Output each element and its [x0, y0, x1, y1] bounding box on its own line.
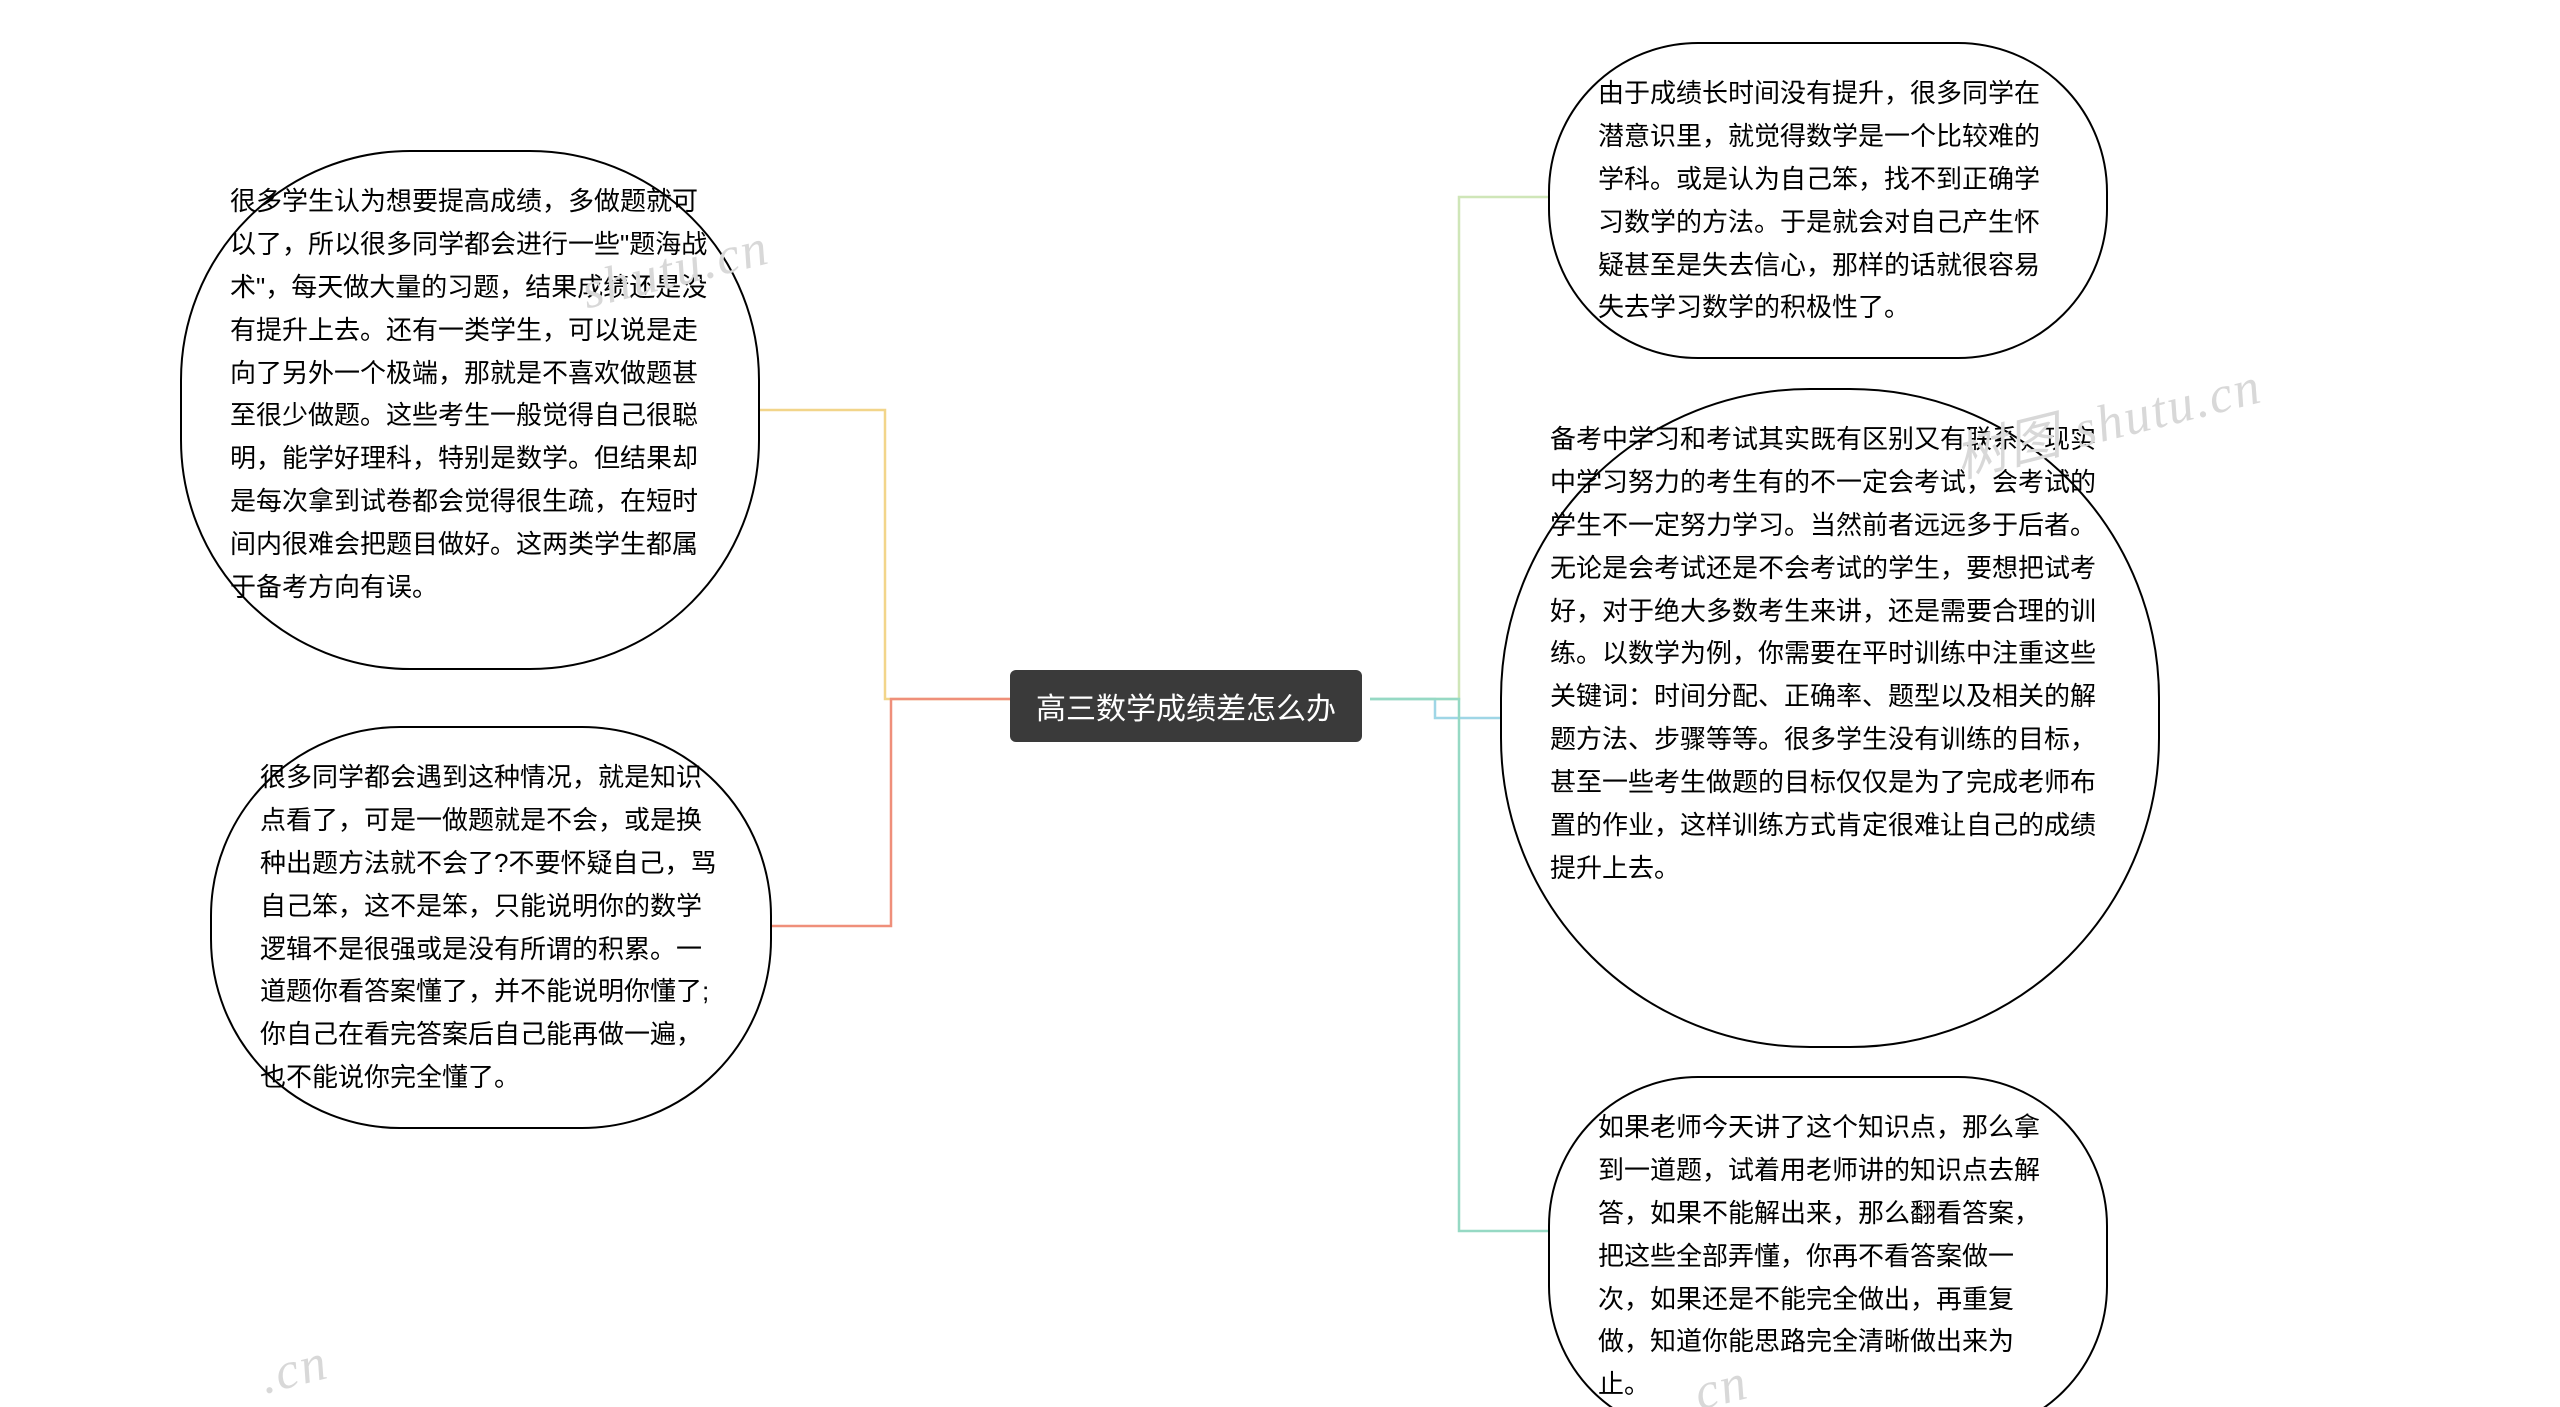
watermark-text: .cn: [254, 1333, 334, 1407]
connector: [1370, 699, 1500, 718]
center-node: 高三数学成绩差怎么办: [1010, 670, 1362, 742]
branch-node-right-3: 如果老师今天讲了这个知识点，那么拿到一道题，试着用老师讲的知识点去解答，如果不能…: [1548, 1076, 2108, 1407]
branch-node-left-2: 很多同学都会遇到这种情况，就是知识点看了，可是一做题就是不会，或是换种出题方法就…: [210, 726, 772, 1129]
branch-node-left-1: 很多学生认为想要提高成绩，多做题就可以了，所以很多同学都会进行一些"题海战术"，…: [180, 150, 760, 670]
branch-node-right-1: 由于成绩长时间没有提升，很多同学在潜意识里，就觉得数学是一个比较难的学科。或是认…: [1548, 42, 2108, 359]
connector: [772, 699, 1010, 926]
connector: [760, 410, 1010, 699]
branch-node-right-2: 备考中学习和考试其实既有区别又有联系，现实中学习努力的考生有的不一定会考试，会考…: [1500, 388, 2160, 1048]
